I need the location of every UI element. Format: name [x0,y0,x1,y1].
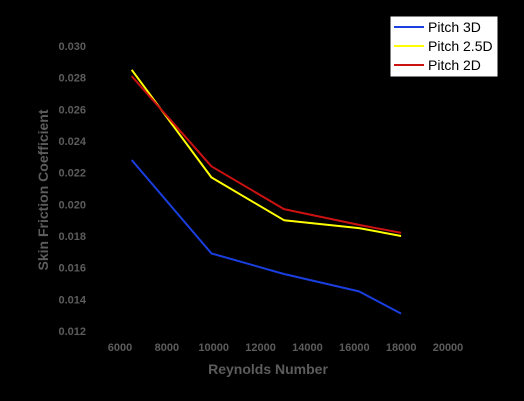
legend-label: Pitch 3D [428,19,481,35]
x-tick-label: 10000 [198,342,229,354]
x-tick-label: 6000 [108,342,132,354]
series-line-0 [130,159,402,315]
x-tick-label: 8000 [155,342,179,354]
x-axis-ticks: 6000 8000 10000 12000 14000 16000 18000 20000 [108,342,464,354]
x-tick-label: 20000 [433,342,464,354]
y-tick-label: 0.014 [58,294,86,306]
y-tick-label: 0.018 [58,231,86,243]
y-tick-label: 0.012 [58,326,86,338]
x-tick-label: 14000 [292,342,323,354]
x-tick-label: 18000 [386,342,417,354]
x-axis-title: Reynolds Number [208,361,328,377]
legend: Pitch 3D Pitch 2.5D Pitch 2D [389,15,499,78]
series-line-1 [130,69,402,237]
y-axis-ticks: 0.012 0.014 0.016 0.018 0.020 0.022 0.024 0.026… [58,41,86,338]
legend-label: Pitch 2D [428,57,481,73]
x-tick-label: 12000 [245,342,276,354]
y-axis-title: Skin Friction Coefficient [35,109,51,270]
y-tick-label: 0.022 [58,168,86,180]
y-tick-label: 0.028 [58,73,86,85]
plot-area [130,69,402,315]
y-tick-label: 0.026 [58,104,86,116]
y-tick-label: 0.016 [58,263,86,275]
series-line-2 [130,75,402,234]
y-tick-label: 0.024 [58,136,86,148]
y-tick-label: 0.030 [58,41,86,53]
y-tick-label: 0.020 [58,199,86,211]
x-tick-label: 16000 [339,342,370,354]
legend-label: Pitch 2.5D [428,38,493,54]
